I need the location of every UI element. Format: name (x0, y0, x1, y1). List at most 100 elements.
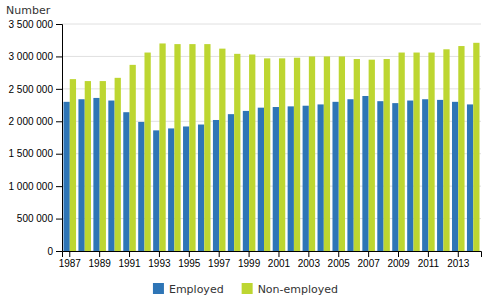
bar (369, 60, 375, 251)
bar (70, 79, 76, 251)
tick-mark (368, 251, 369, 257)
chart: 0500 0001 000 0001 500 0002 000 0002 500… (0, 0, 491, 303)
tick-label: 2007 (358, 258, 381, 269)
bar (153, 130, 159, 251)
bar (407, 101, 413, 251)
bar (362, 96, 368, 251)
tick-label: 2005 (328, 258, 351, 269)
tick-label: 2003 (298, 258, 321, 269)
tick: 2 000 000 (9, 116, 63, 127)
tick-label: 3 000 000 (9, 51, 54, 62)
bar (309, 56, 315, 251)
grid-line (62, 24, 481, 25)
tick: 1999 (238, 251, 261, 269)
tick: 1997 (208, 251, 231, 269)
x-axis: 1987198919911993199519971999200120032005… (59, 251, 482, 269)
legend: Employed Non-employed (153, 283, 338, 296)
tick-mark (56, 24, 62, 25)
tick-label: 2013 (447, 258, 470, 269)
bar (144, 53, 150, 251)
bar (413, 53, 419, 251)
bar (303, 106, 309, 251)
tick-label: 1999 (238, 258, 261, 269)
legend-swatch (153, 283, 164, 294)
bar (473, 43, 479, 251)
bars (63, 43, 479, 251)
bar (123, 112, 129, 251)
tick: 2003 (298, 251, 321, 269)
tick: 1 000 000 (9, 181, 63, 192)
bar (78, 99, 84, 251)
tick: 3 500 000 (9, 19, 63, 30)
bar (174, 44, 180, 251)
bar (458, 46, 464, 251)
tick-label: 1997 (208, 258, 231, 269)
legend-item: Non-employed (242, 283, 338, 296)
bar (264, 58, 270, 251)
bar (159, 43, 165, 251)
y-axis: 0500 0001 000 0001 500 0002 000 0002 500… (9, 19, 63, 257)
bar (332, 102, 338, 251)
tick-mark (129, 251, 130, 257)
tick-mark (56, 121, 62, 122)
legend-swatch (242, 283, 253, 294)
bar (318, 104, 324, 251)
tick-label: 2009 (387, 258, 410, 269)
bar (437, 100, 443, 251)
tick-mark (398, 251, 399, 257)
bar (249, 54, 255, 251)
tick: 1989 (89, 251, 112, 269)
tick: 3 000 000 (9, 51, 63, 62)
bar (324, 56, 330, 251)
tick-label: 1987 (59, 258, 82, 269)
bar (428, 53, 434, 251)
tick-mark (56, 56, 62, 57)
bar (219, 49, 225, 251)
bar (279, 58, 285, 251)
bar (399, 53, 405, 251)
bar (168, 128, 174, 251)
bar (467, 104, 473, 251)
tick-label: 3 500 000 (9, 19, 54, 30)
tick: 1 500 000 (9, 148, 63, 159)
bar (100, 81, 106, 251)
bar (63, 102, 69, 251)
tick: 1993 (148, 251, 171, 269)
bar (189, 44, 195, 251)
tick-label: 1 000 000 (9, 181, 54, 192)
tick-mark (56, 251, 62, 252)
series (70, 43, 480, 251)
bar (258, 108, 264, 251)
tick-mark (56, 186, 62, 187)
bar (213, 120, 219, 251)
tick-mark (99, 251, 100, 257)
bar (347, 99, 353, 251)
tick: 1987 (59, 251, 82, 269)
legend-label: Employed (169, 283, 224, 296)
tick: 2007 (358, 251, 381, 269)
tick: 2005 (328, 251, 351, 269)
bar (452, 102, 458, 251)
bar (422, 99, 428, 251)
tick: 2001 (268, 251, 291, 269)
bar (85, 81, 91, 251)
tick-mark (338, 251, 339, 257)
tick-mark (56, 219, 62, 220)
tick: 1991 (118, 251, 141, 269)
bar (354, 59, 360, 251)
tick-label: 1 500 000 (9, 148, 54, 159)
tick-mark (428, 251, 429, 257)
y-axis-label: Number (6, 4, 51, 17)
legend-item: Employed (153, 283, 224, 296)
bar (273, 107, 279, 251)
tick: 500 000 (17, 213, 62, 224)
tick-label: 2011 (418, 258, 440, 269)
tick-label: 1991 (118, 258, 141, 269)
bar (93, 98, 99, 251)
bar (115, 78, 121, 251)
bar (243, 111, 249, 251)
bar (384, 59, 390, 251)
bar (204, 44, 210, 251)
tick-mark (56, 89, 62, 90)
tick: 2011 (418, 251, 440, 269)
